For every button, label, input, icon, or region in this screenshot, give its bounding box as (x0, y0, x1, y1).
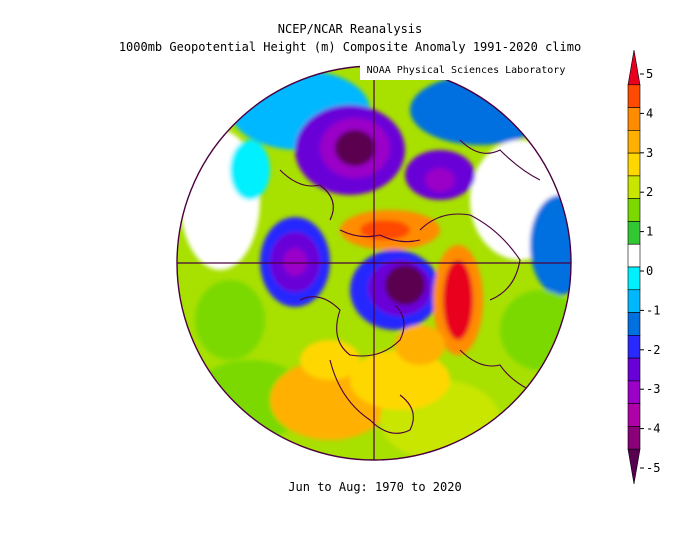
colorbar-swatch (627, 357, 641, 382)
colorbar-tick-label: 4 (646, 106, 653, 120)
colorbar-swatch (627, 107, 641, 131)
colorbar-tick-label: 1 (646, 225, 653, 239)
colorbar-swatch (627, 175, 641, 199)
colorbar-tick-label: -2 (646, 343, 660, 357)
colorbar-swatch (627, 448, 641, 485)
colorbar-swatch (627, 380, 641, 404)
colorbar-swatch (627, 84, 641, 108)
colorbar-tick-label: 3 (646, 146, 653, 160)
credit-label: NOAA Physical Sciences Laboratory (360, 62, 572, 80)
period-label: Jun to Aug: 1970 to 2020 (288, 480, 462, 494)
colorbar-swatch (627, 243, 641, 268)
colorbar-tick-label: 0 (646, 264, 653, 278)
title-line-2: 1000mb Geopotential Height (m) Composite… (118, 40, 582, 54)
colorbar-tick-label: -5 (646, 461, 660, 475)
colorbar-swatch (627, 221, 641, 245)
colorbar-swatch (627, 198, 641, 222)
colorbar-swatch (627, 312, 641, 336)
colorbar-swatch (627, 266, 641, 291)
colorbar-tick-label: -4 (646, 422, 660, 436)
colorbar-tick-label: 2 (646, 185, 653, 199)
colorbar-swatch (627, 49, 641, 86)
colorbar-swatch (627, 426, 641, 450)
colorbar-tick-label: -3 (646, 382, 660, 396)
colorbar-swatch (627, 403, 641, 427)
colorbar-swatch (627, 289, 641, 313)
colorbar-swatch (627, 130, 641, 154)
colorbar-tick-label: -1 (646, 303, 660, 317)
colorbar-swatch (627, 152, 641, 177)
colorbar-swatch (627, 335, 641, 359)
title-line-1: NCEP/NCAR Reanalysis (277, 22, 423, 36)
colorbar-tick-label: 5 (646, 67, 653, 81)
